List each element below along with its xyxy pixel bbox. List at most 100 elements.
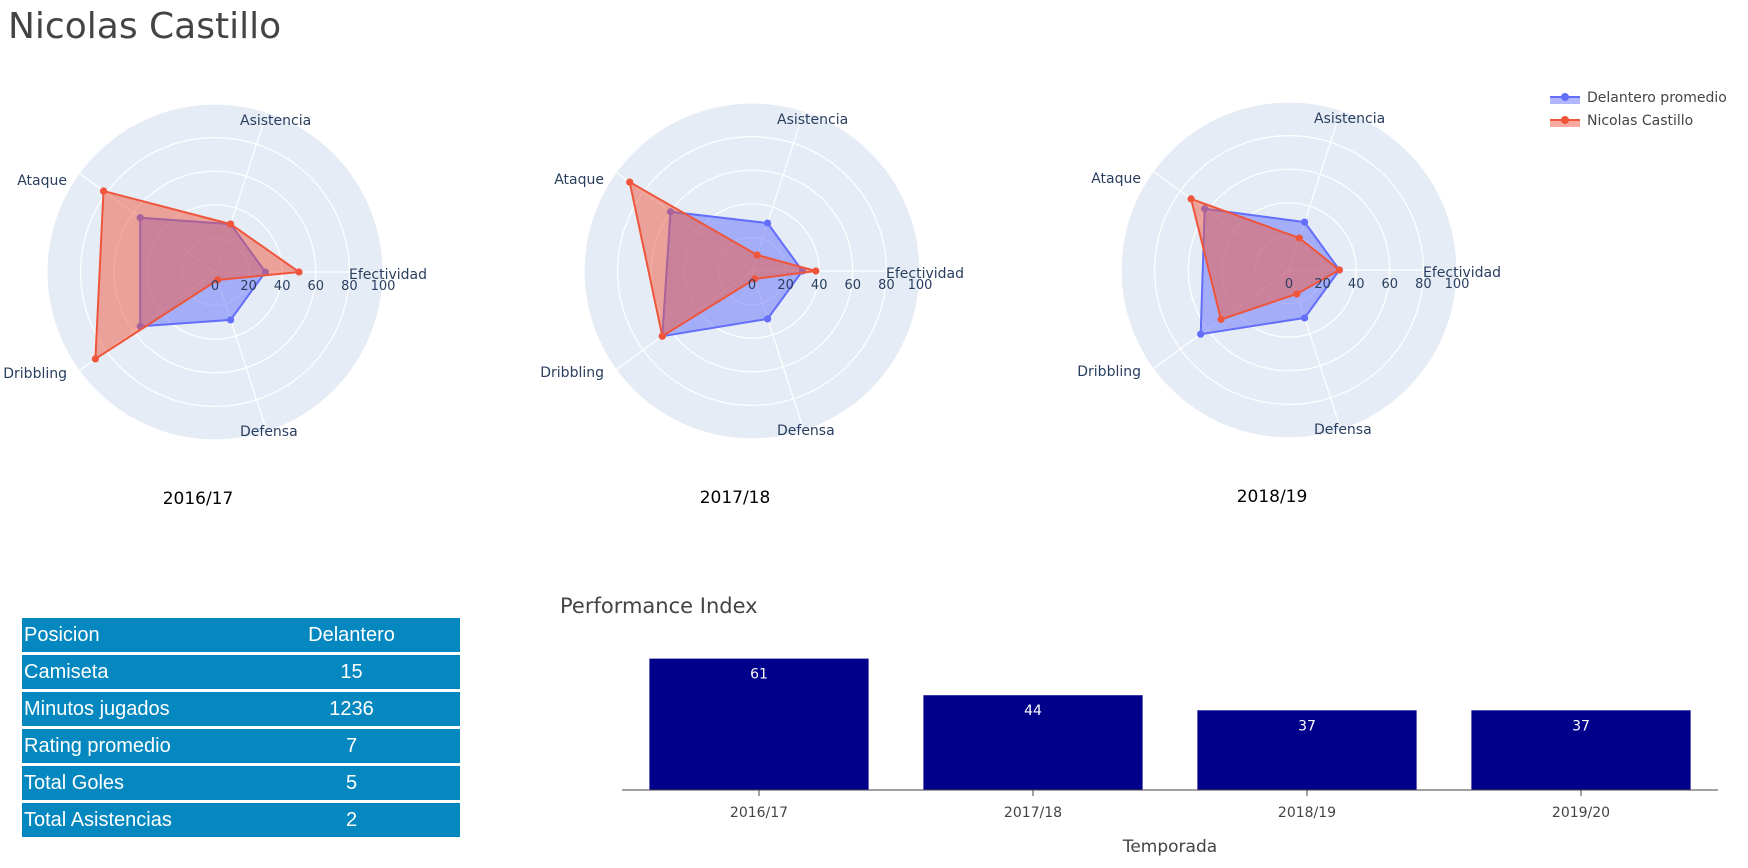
row-value: 7 — [241, 727, 460, 766]
radar-charts: 0 20 40 60 80 100EfectividadAsistenciaAtaqueD… — [3, 101, 1501, 509]
row-label: Posicion — [22, 618, 241, 655]
row-value: 15 — [241, 653, 460, 692]
bar — [1471, 710, 1691, 790]
x-axis-title: Temporada — [1122, 837, 1217, 857]
player-info-table: Posicion Delantero Camiseta 15 Minutos j… — [22, 618, 460, 840]
radar-point — [750, 275, 759, 283]
radial-tick-label: 40 — [274, 279, 291, 294]
row-label: Total Asistencias — [22, 801, 241, 840]
x-tick-label: 2019/20 — [1552, 805, 1610, 821]
radial-tick-label: 0 — [1285, 277, 1293, 292]
radar-title: 2016/17 — [163, 489, 234, 509]
page-title: Nicolas Castillo — [8, 6, 282, 47]
x-tick-label: 2016/17 — [730, 805, 788, 821]
x-tick-label: 2018/19 — [1278, 805, 1336, 821]
radar-axis-label: Asistencia — [240, 113, 311, 129]
radar-axis-label: Efectividad — [886, 266, 964, 282]
row-label: Minutos jugados — [22, 690, 241, 729]
radar-point — [91, 355, 99, 363]
bar-value-label: 61 — [750, 667, 768, 683]
radar-series-area — [628, 180, 817, 338]
table-row: Total Goles 5 — [22, 764, 460, 803]
radar-axis-label: Ataque — [554, 172, 604, 188]
radar-axis-label: Dribbling — [540, 365, 604, 381]
radial-tick-label: 80 — [1415, 277, 1432, 292]
radial-tick-label: 20 — [777, 278, 794, 293]
bar-chart-title: Performance Index — [560, 594, 758, 618]
radar-axis-label: Ataque — [1091, 171, 1141, 187]
bar — [923, 695, 1143, 790]
radar-point — [658, 332, 666, 340]
row-value: 2 — [241, 801, 460, 840]
radar-axis-label: Efectividad — [349, 267, 427, 283]
radar-point — [626, 178, 634, 186]
radar-series-area — [1189, 197, 1342, 321]
radar-point — [1187, 195, 1195, 203]
bar-value-label: 37 — [1298, 718, 1316, 734]
radar-axis-label: Dribbling — [3, 366, 67, 382]
row-label: Camiseta — [22, 653, 241, 692]
radar-point — [1335, 266, 1343, 274]
radar-axis-label: Defensa — [1314, 422, 1372, 438]
bar-plot: 61 2016/17 44 2017/18 37 2018/19 37 2019/20 Temp… — [622, 658, 1718, 857]
row-value: 1236 — [241, 690, 460, 729]
bar — [1197, 710, 1417, 790]
radar-axis-label: Asistencia — [1314, 111, 1385, 127]
radial-tick-label: 40 — [811, 278, 828, 293]
radial-tick-label: 20 — [1314, 277, 1331, 292]
legend-swatch-icon — [1548, 114, 1582, 128]
radar-point — [1300, 218, 1309, 226]
legend[interactable]: Delantero promedio Nicolas Castillo — [1548, 86, 1727, 132]
radar-title: 2018/19 — [1237, 487, 1308, 507]
radial-tick-label: 60 — [845, 278, 862, 293]
radar-point — [763, 315, 772, 323]
radial-tick-label: 100 — [1445, 277, 1470, 292]
radar-axis-label: Ataque — [17, 173, 67, 189]
radial-tick-label: 20 — [240, 279, 257, 294]
table-row: Camiseta 15 — [22, 653, 460, 692]
radial-tick-label: 60 — [308, 279, 325, 294]
radar-axis-label: Efectividad — [1423, 265, 1501, 281]
radar-point — [1197, 330, 1205, 338]
table-row: Minutos jugados 1236 — [22, 690, 460, 729]
table-row: Posicion Delantero — [22, 618, 460, 655]
radial-tick-label: 0 — [211, 279, 219, 294]
legend-swatch-icon — [1548, 91, 1582, 105]
row-value: 5 — [241, 764, 460, 803]
radar-point — [295, 268, 303, 276]
radar-axis-label: Dribbling — [1077, 364, 1141, 380]
radar-axis-label: Asistencia — [777, 112, 848, 128]
radial-tick-label: 60 — [1382, 277, 1399, 292]
radar-point — [1293, 290, 1301, 298]
radial-tick-label: 80 — [341, 279, 358, 294]
legend-label: Nicolas Castillo — [1587, 112, 1694, 129]
radial-tick-label: 80 — [878, 278, 895, 293]
row-value: Delantero — [241, 618, 460, 655]
legend-item-nicolas-castillo[interactable]: Nicolas Castillo — [1548, 109, 1727, 132]
legend-item-delantero-promedio[interactable]: Delantero promedio — [1548, 86, 1727, 109]
radar-point — [226, 316, 235, 324]
x-tick-label: 2017/18 — [1004, 805, 1062, 821]
radar-point — [1300, 314, 1309, 322]
radar-point — [213, 276, 222, 284]
radar-axis-label: Defensa — [777, 423, 835, 439]
radar-point — [1217, 315, 1225, 323]
row-label: Rating promedio — [22, 727, 241, 766]
radar-point — [226, 220, 235, 228]
row-label: Total Goles — [22, 764, 241, 803]
radar-point — [753, 251, 761, 259]
radar-point — [1295, 234, 1303, 242]
table-row: Rating promedio 7 — [22, 727, 460, 766]
radial-tick-label: 40 — [1348, 277, 1365, 292]
radar-point — [763, 219, 772, 227]
radar-axis-label: Defensa — [240, 424, 298, 440]
radar-point — [812, 267, 820, 275]
radial-tick-label: 100 — [371, 279, 396, 294]
radial-tick-label: 100 — [908, 278, 933, 293]
radar-title: 2017/18 — [700, 488, 771, 508]
table-row: Total Asistencias 2 — [22, 801, 460, 840]
radial-tick-label: 0 — [748, 278, 756, 293]
legend-label: Delantero promedio — [1587, 89, 1727, 106]
radar-series-area — [94, 189, 302, 361]
